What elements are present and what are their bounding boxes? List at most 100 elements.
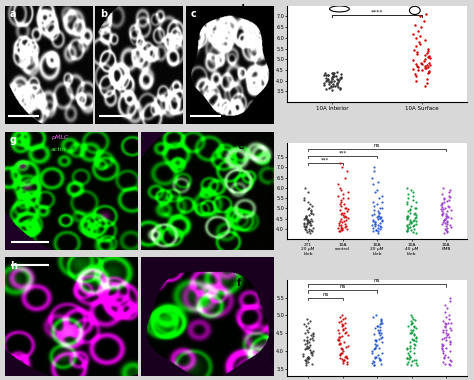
Point <box>342 223 350 229</box>
Point <box>404 195 411 201</box>
Point <box>372 312 380 318</box>
Point <box>334 337 342 344</box>
Point <box>322 72 330 78</box>
Point <box>328 79 335 85</box>
Point <box>404 185 411 191</box>
Point <box>309 203 316 209</box>
Point <box>333 82 341 88</box>
Point <box>342 353 349 359</box>
Point <box>337 86 344 92</box>
Point <box>438 202 445 208</box>
Point <box>331 70 338 76</box>
Point <box>325 79 333 86</box>
Point <box>301 222 308 228</box>
Point <box>406 206 414 212</box>
Point <box>344 359 351 365</box>
Point <box>440 195 448 201</box>
Point <box>301 197 308 203</box>
Point <box>307 207 315 214</box>
Point <box>403 201 411 207</box>
Point <box>335 228 343 234</box>
Point <box>410 47 418 53</box>
Point <box>376 356 384 362</box>
Point <box>443 212 450 218</box>
Point <box>310 331 317 337</box>
Point <box>412 222 420 228</box>
Point <box>370 203 377 209</box>
Point <box>416 13 424 19</box>
Point <box>410 222 418 228</box>
Point <box>342 205 350 211</box>
Point <box>302 363 310 369</box>
Point <box>337 85 344 91</box>
Point <box>444 203 451 209</box>
Point <box>424 65 432 71</box>
Point <box>439 219 447 225</box>
Point <box>337 185 344 191</box>
Point <box>407 227 415 233</box>
Point <box>443 209 450 215</box>
Point <box>418 67 425 73</box>
Point <box>373 323 381 329</box>
Point <box>410 337 418 344</box>
Point <box>344 215 351 221</box>
Point <box>336 207 343 214</box>
Point <box>340 218 348 224</box>
Text: e: e <box>237 141 244 151</box>
Point <box>322 75 330 81</box>
Point <box>344 332 352 338</box>
Point <box>304 353 312 359</box>
Point <box>303 221 310 227</box>
Point <box>303 337 311 344</box>
Point <box>424 62 431 68</box>
Point <box>423 80 431 86</box>
Point <box>438 209 446 215</box>
Point <box>334 80 341 86</box>
Point <box>410 71 418 78</box>
Point <box>370 211 378 217</box>
Point <box>422 37 429 43</box>
Point <box>417 24 424 30</box>
Point <box>439 328 447 334</box>
Point <box>406 219 414 225</box>
Point <box>337 201 344 207</box>
Point <box>413 360 420 366</box>
Point <box>303 226 310 233</box>
Point <box>445 193 453 199</box>
Point <box>378 318 385 324</box>
Point <box>302 212 310 218</box>
Point <box>413 230 420 236</box>
Point <box>300 351 307 357</box>
Point <box>306 325 313 331</box>
Text: b: b <box>100 9 107 19</box>
Point <box>376 226 384 232</box>
Point <box>438 204 446 211</box>
Point <box>438 345 446 351</box>
Point <box>336 220 343 226</box>
Point <box>444 353 451 359</box>
Point <box>443 229 450 235</box>
Point <box>439 185 447 191</box>
Point <box>339 195 346 201</box>
Point <box>327 78 334 84</box>
Point <box>334 225 342 231</box>
Point <box>374 352 382 358</box>
Point <box>411 209 419 215</box>
Point <box>374 214 381 220</box>
Point <box>302 323 310 329</box>
Point <box>376 215 383 221</box>
Point <box>337 226 345 233</box>
Point <box>308 352 315 358</box>
Point <box>330 73 338 79</box>
Point <box>442 215 450 221</box>
Text: ns: ns <box>374 278 380 283</box>
Point <box>440 217 447 223</box>
Point <box>412 334 419 340</box>
Point <box>307 222 315 228</box>
Point <box>338 164 346 170</box>
Point <box>343 355 351 361</box>
Point <box>303 316 311 322</box>
Point <box>443 225 451 231</box>
Point <box>306 201 314 207</box>
Point <box>374 323 382 329</box>
